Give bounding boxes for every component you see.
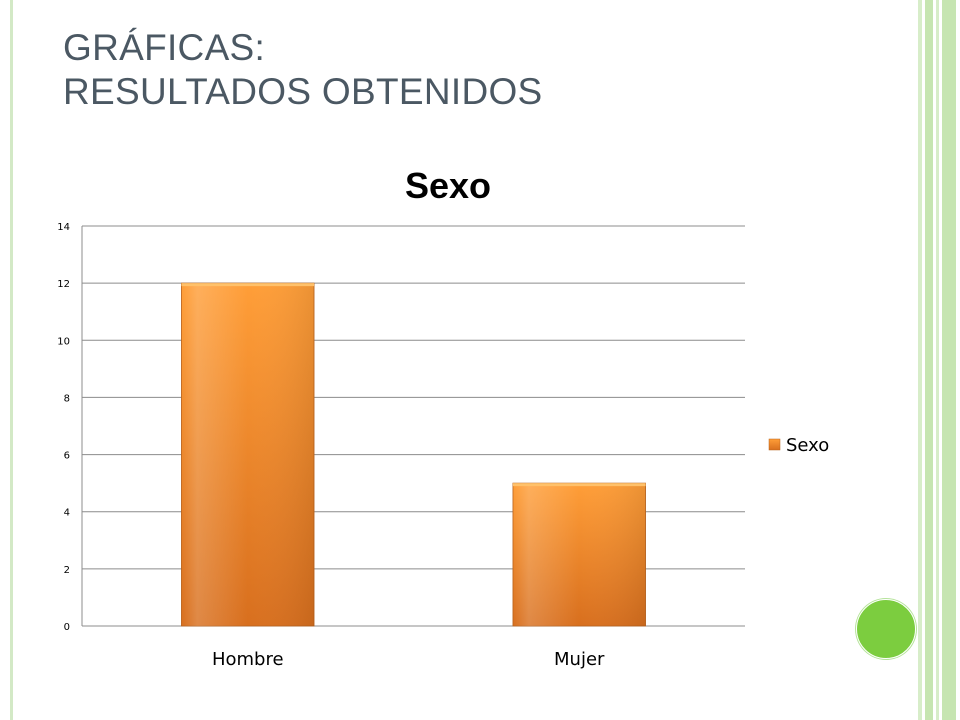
slide-title-line-2: RESULTADOS OBTENIDOS bbox=[63, 71, 543, 112]
slide-title: GRÁFICAS: RESULTADOS OBTENIDOS bbox=[63, 26, 543, 114]
decorative-green-circle bbox=[856, 599, 916, 659]
chart-bars bbox=[181, 282, 646, 627]
y-tick-label: 12 bbox=[57, 279, 70, 290]
bar-highlight bbox=[512, 483, 646, 626]
chart-title: Sexo bbox=[405, 165, 491, 206]
y-tick-label: 10 bbox=[57, 336, 70, 347]
bar-top-bevel bbox=[512, 483, 646, 487]
legend-label: Sexo bbox=[786, 435, 829, 456]
y-tick-label: 0 bbox=[64, 622, 70, 633]
y-tick-label: 8 bbox=[64, 393, 70, 404]
y-tick-label: 4 bbox=[64, 508, 70, 519]
bar-highlight bbox=[181, 283, 315, 626]
y-tick-label: 2 bbox=[64, 565, 70, 576]
x-tick-label: Hombre bbox=[212, 649, 284, 670]
x-axis-ticks: Hombre Mujer bbox=[212, 649, 605, 670]
right-decorative-stripes bbox=[916, 0, 960, 720]
bar-top-bevel bbox=[181, 283, 315, 287]
y-tick-label: 14 bbox=[57, 222, 70, 233]
legend-swatch bbox=[768, 438, 781, 451]
x-tick-label: Mujer bbox=[554, 649, 605, 670]
y-tick-label: 6 bbox=[64, 451, 70, 462]
left-decorative-rule bbox=[10, 0, 13, 720]
chart-legend: Sexo bbox=[768, 435, 829, 456]
slide-title-line-1: GRÁFICAS: bbox=[63, 27, 266, 68]
y-axis-ticks: 0 2 4 6 8 10 12 14 bbox=[57, 222, 70, 633]
